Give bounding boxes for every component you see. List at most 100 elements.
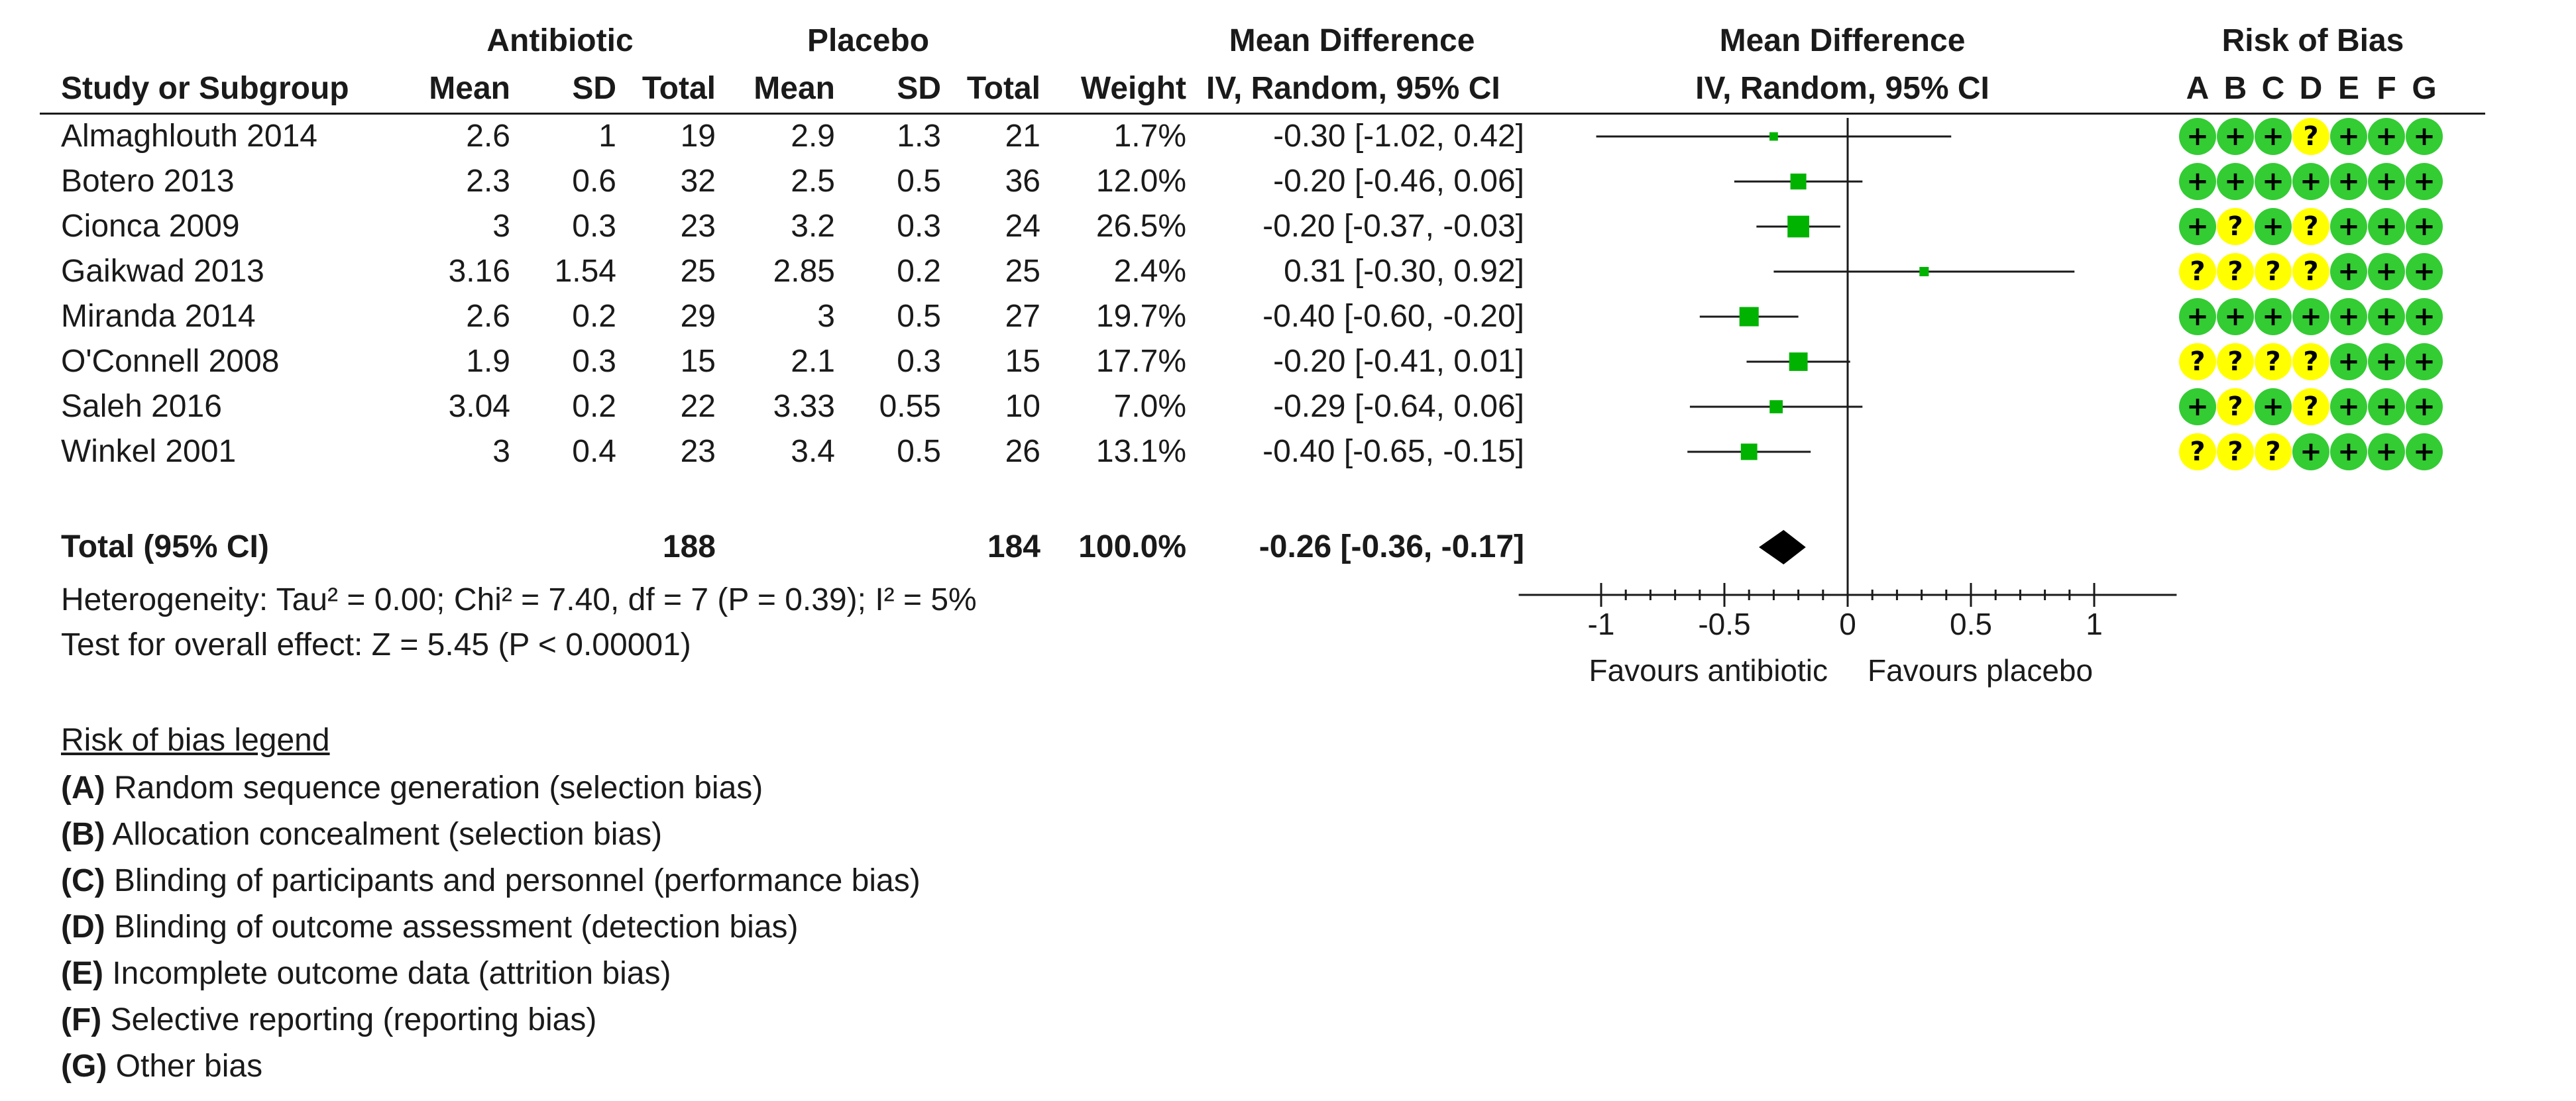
legend-text: Selective reporting (reporting bias) (110, 1002, 597, 1037)
ab-total: 32 (680, 164, 716, 199)
legend-text: Blinding of participants and personnel (… (113, 863, 921, 898)
ab-mean: 2.6 (466, 119, 510, 154)
low-risk-icon: + (2255, 298, 2292, 335)
unclear-risk-icon: ? (2292, 253, 2329, 290)
low-risk-icon: + (2330, 163, 2367, 200)
low-risk-icon: + (2330, 208, 2367, 245)
pl-total: 21 (1005, 119, 1040, 154)
rob-letter: B (2223, 71, 2247, 106)
pl-mean: 2.85 (773, 254, 835, 289)
low-risk-icon: + (2406, 118, 2443, 155)
col-header-ab-sd: SD (572, 71, 616, 106)
overall-effect-text: Test for overall effect: Z = 5.45 (P < 0… (61, 627, 691, 662)
study-name: O'Connell 2008 (61, 344, 280, 379)
effect-marker (1769, 400, 1783, 413)
rob-letter: F (2377, 71, 2396, 106)
legend-key: (G) (61, 1049, 107, 1084)
md-ci: -0.40 [-0.65, -0.15] (1262, 434, 1524, 469)
md-header-label: Mean Difference (1229, 23, 1475, 58)
legend-text: Random sequence generation (selection bi… (113, 770, 763, 806)
effect-marker (1919, 266, 1929, 277)
low-risk-icon: + (2368, 253, 2405, 290)
legend-item: (B) Allocation concealment (selection bi… (61, 816, 662, 853)
weight: 1.7% (1113, 119, 1186, 154)
rob-letter: G (2412, 71, 2437, 106)
effect-marker (1789, 352, 1808, 371)
favours-right-label: Favours placebo (1868, 653, 2093, 688)
x-tick-label: 1 (2086, 607, 2103, 641)
pl-sd: 0.3 (897, 209, 941, 244)
weight: 2.4% (1113, 254, 1186, 289)
total-label: Total (95% CI) (61, 529, 269, 564)
low-risk-icon: + (2368, 298, 2405, 335)
header-divider (40, 113, 2485, 115)
ab-mean: 2.3 (466, 164, 510, 199)
low-risk-icon: + (2330, 433, 2367, 470)
legend-item: (D) Blinding of outcome assessment (dete… (61, 909, 799, 946)
low-risk-icon: + (2406, 298, 2443, 335)
low-risk-icon: + (2368, 163, 2405, 200)
pl-total: 24 (1005, 209, 1040, 244)
pl-mean: 2.1 (791, 344, 835, 379)
ab-total: 23 (680, 434, 716, 469)
low-risk-icon: + (2330, 388, 2367, 425)
study-name: Winkel 2001 (61, 434, 237, 469)
pl-total: 25 (1005, 254, 1040, 289)
low-risk-icon: + (2217, 298, 2254, 335)
unclear-risk-icon: ? (2292, 343, 2329, 380)
low-risk-icon: + (2406, 163, 2443, 200)
low-risk-icon: + (2179, 163, 2216, 200)
low-risk-icon: + (2179, 298, 2216, 335)
pl-mean: 3 (817, 299, 835, 334)
rob-letter: E (2337, 71, 2359, 106)
unclear-risk-icon: ? (2255, 253, 2292, 290)
low-risk-icon: + (2292, 163, 2329, 200)
low-risk-icon: + (2217, 118, 2254, 155)
low-risk-icon: + (2292, 298, 2329, 335)
pl-sd: 0.5 (897, 299, 941, 334)
ab-sd: 1 (598, 119, 616, 154)
pl-sd: 0.5 (897, 164, 941, 199)
study-name: Almaghlouth 2014 (61, 119, 317, 154)
legend-key: (C) (61, 863, 105, 898)
x-tick-label: 0 (1839, 607, 1856, 641)
weight: 26.5% (1095, 209, 1186, 244)
unclear-risk-icon: ? (2179, 343, 2216, 380)
total-ab-n: 188 (662, 529, 716, 564)
ab-total: 29 (680, 299, 716, 334)
low-risk-icon: + (2255, 208, 2292, 245)
ab-total: 19 (680, 119, 716, 154)
low-risk-icon: + (2255, 118, 2292, 155)
group-header-placebo: Placebo (807, 23, 930, 58)
col-header-ab-mean: Mean (429, 71, 510, 106)
ab-mean: 3.16 (448, 254, 510, 289)
low-risk-icon: + (2406, 343, 2443, 380)
col-header-md-method: IV, Random, 95% CI (1206, 71, 1500, 106)
effect-marker (1769, 132, 1778, 141)
weight: 7.0% (1113, 389, 1186, 424)
ab-mean: 1.9 (466, 344, 510, 379)
total-weight: 100.0% (1078, 529, 1186, 564)
legend-text: Incomplete outcome data (attrition bias) (112, 956, 671, 991)
rob-letter: D (2299, 71, 2323, 106)
heterogeneity-text: Heterogeneity: Tau² = 0.00; Chi² = 7.40,… (61, 582, 977, 617)
col-header-pl-mean: Mean (754, 71, 835, 106)
weight: 17.7% (1095, 344, 1186, 379)
legend-key: (A) (61, 770, 105, 806)
unclear-risk-icon: ? (2292, 208, 2329, 245)
unclear-risk-icon: ? (2292, 118, 2329, 155)
legend-item: (C) Blinding of participants and personn… (61, 863, 921, 900)
pl-mean: 2.5 (791, 164, 835, 199)
total-ci: -0.26 [-0.36, -0.17] (1259, 529, 1524, 564)
effect-marker (1740, 443, 1758, 460)
effect-marker (1739, 307, 1759, 327)
low-risk-icon: + (2330, 118, 2367, 155)
md-ci: -0.20 [-0.41, 0.01] (1273, 344, 1524, 379)
legend-key: (E) (61, 956, 103, 991)
pl-total: 10 (1005, 389, 1040, 424)
study-name: Miranda 2014 (61, 299, 256, 334)
md-ci: -0.20 [-0.46, 0.06] (1273, 164, 1524, 199)
low-risk-icon: + (2330, 298, 2367, 335)
ab-total: 23 (680, 209, 716, 244)
